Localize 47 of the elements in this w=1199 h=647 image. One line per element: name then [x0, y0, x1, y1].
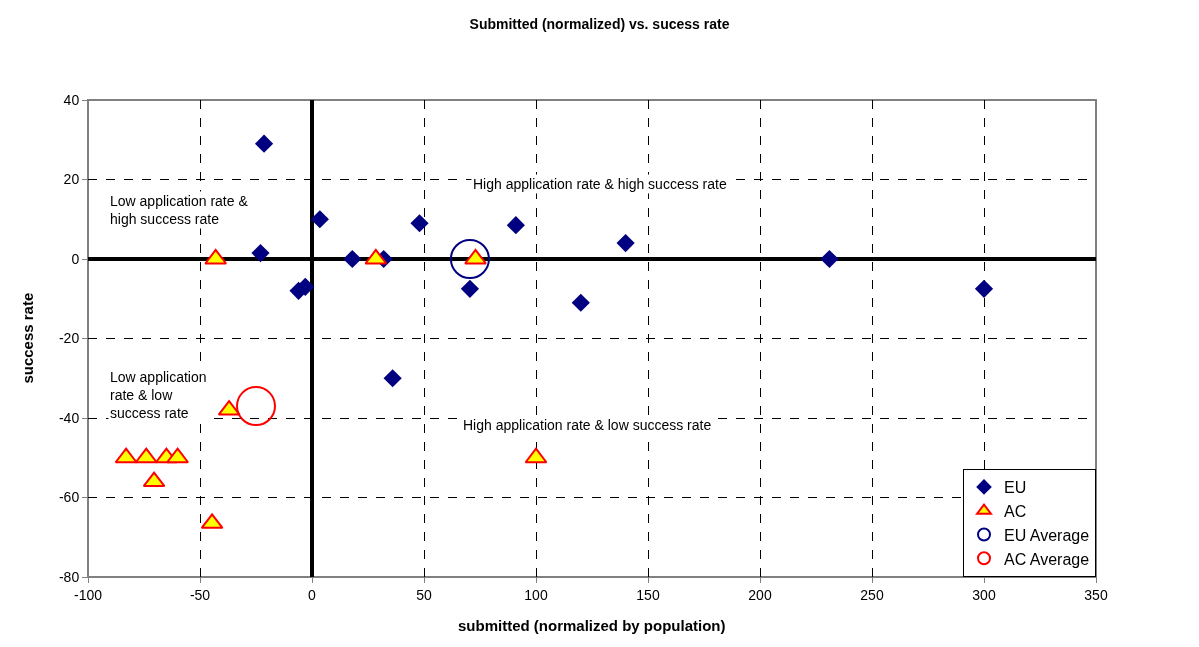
- point: [310, 210, 329, 229]
- y-tick-label: -60: [58, 489, 80, 506]
- point: [974, 279, 994, 298]
- point: [571, 293, 590, 312]
- point: [506, 216, 525, 235]
- annotation: Low application rate & low success rate: [110, 369, 207, 422]
- y-tick-label: 20: [63, 171, 80, 188]
- y-tick-label: -80: [58, 568, 80, 585]
- x-tick-label: 200: [748, 586, 772, 603]
- annotation: High application rate & high success rate: [473, 176, 727, 192]
- y-axis-title: success rate: [18, 292, 36, 384]
- x-tick-label: -50: [189, 586, 211, 603]
- y-tick-label: 40: [63, 91, 80, 108]
- point: [524, 447, 548, 464]
- x-tick-label: 0: [308, 586, 317, 603]
- point: [410, 214, 429, 233]
- x-tick-label: 150: [636, 586, 660, 603]
- y-tick-label: 0: [71, 250, 80, 267]
- annotation: High application rate & low success rate: [463, 417, 712, 433]
- point: [343, 249, 362, 269]
- point: [449, 239, 490, 279]
- chart-title: Submitted (normalized) vs. sucess rate: [469, 16, 730, 33]
- point: [254, 134, 274, 153]
- point: [460, 279, 480, 298]
- x-tick-label: 100: [524, 586, 548, 603]
- y-tick-label: -40: [58, 409, 80, 426]
- point: [251, 243, 270, 263]
- legend-label: EU Average: [1004, 526, 1090, 544]
- x-tick-label: 50: [416, 586, 432, 603]
- x-axis-title: submitted (normalized by population): [458, 617, 726, 634]
- point: [616, 234, 635, 253]
- point: [166, 447, 189, 464]
- x-tick-label: 250: [860, 586, 884, 603]
- annotation: Low application rate & high success rate: [110, 193, 249, 228]
- point: [134, 447, 158, 464]
- x-tick-label: 350: [1084, 586, 1108, 603]
- x-tick-label: -100: [73, 586, 103, 603]
- legend-label: AC Average: [1004, 550, 1090, 568]
- point: [142, 471, 166, 488]
- point: [383, 369, 402, 388]
- legend-label: EU: [1004, 479, 1027, 497]
- y-tick-label: -20: [58, 330, 80, 347]
- legend-label: AC: [1004, 502, 1027, 520]
- point: [236, 386, 276, 427]
- x-tick-label: 300: [972, 586, 996, 603]
- point: [114, 447, 138, 464]
- point: [820, 249, 839, 269]
